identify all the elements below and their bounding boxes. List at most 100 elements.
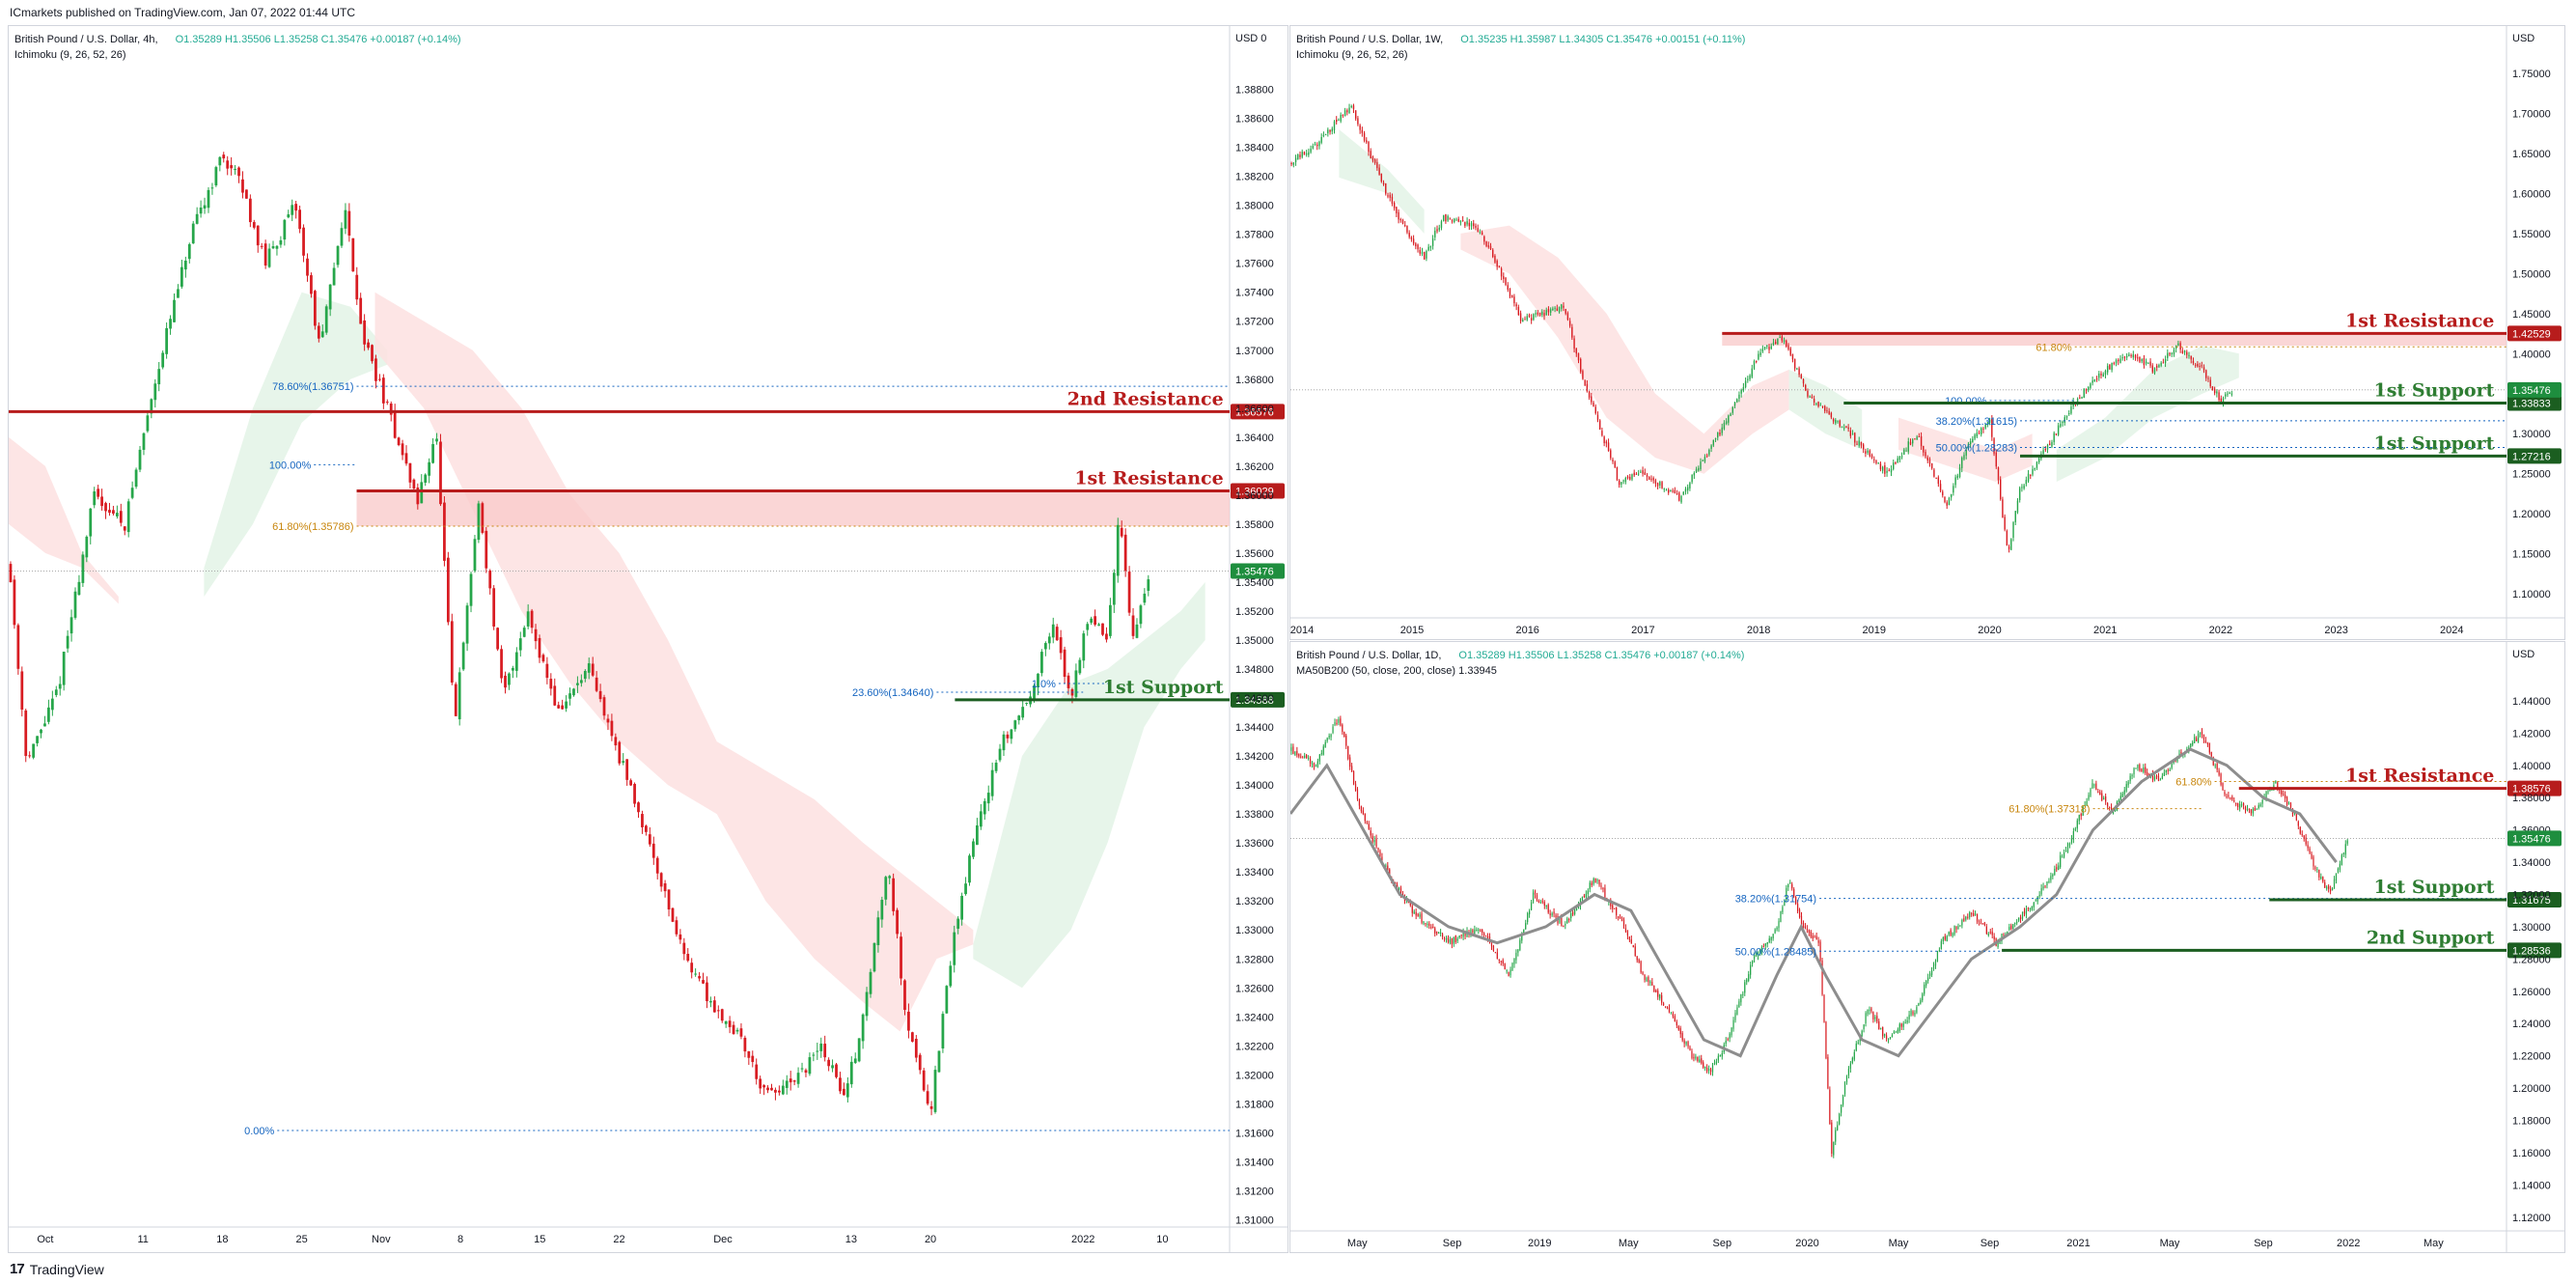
candle-body (770, 1087, 773, 1091)
candle-body (336, 245, 340, 265)
candle-body (1538, 312, 1541, 316)
candle-body (1746, 979, 1748, 983)
candle-body (1738, 394, 1740, 399)
candle-body (1555, 914, 1557, 918)
candle-body (1322, 134, 1325, 136)
candle-body (1573, 338, 1575, 349)
candle-body (1329, 129, 1331, 132)
candle-body (1637, 473, 1640, 475)
y-tick-label: 1.20000 (2512, 1083, 2551, 1095)
candle-body (1575, 348, 1577, 354)
candle-body (2299, 826, 2301, 834)
candle-body (150, 399, 153, 414)
candle-body (2016, 921, 2018, 924)
candle-body (1772, 342, 1775, 345)
candle-body (1436, 932, 1438, 935)
candle-body (675, 920, 679, 935)
candle-body (1442, 215, 1445, 221)
candle-body (138, 449, 142, 470)
candle-body (785, 1080, 789, 1088)
candle-body (355, 274, 359, 300)
candle-body (522, 628, 526, 637)
candle-body (1796, 904, 1799, 911)
candle-body (1135, 624, 1139, 638)
candle-body (2076, 399, 2079, 404)
candle-body (169, 319, 172, 329)
candle-body (1802, 923, 1805, 929)
candle-body (245, 189, 248, 199)
candle-body (294, 204, 298, 211)
candle-body (1768, 938, 1770, 943)
candle-body (1793, 358, 1796, 369)
candle-body (2019, 917, 2022, 920)
fib-label-0: 61.80% (2036, 342, 2072, 353)
candle-body (2209, 379, 2211, 387)
x-tick-label: 2015 (1400, 625, 1424, 636)
candle-body (1419, 914, 1421, 917)
candle-body (2322, 877, 2324, 882)
fib-label-2: 61.80%(1.35786) (272, 521, 353, 533)
candle-body (1357, 118, 1359, 125)
candle-body (1097, 624, 1100, 626)
candle-body (720, 1009, 724, 1021)
candle-body (1991, 931, 1993, 935)
candle-body (1591, 396, 1593, 403)
y-tick-label: 1.31600 (1235, 1128, 1274, 1139)
candle-body (1086, 624, 1090, 630)
candle-body (2337, 868, 2340, 873)
candle-body (1833, 1141, 1835, 1156)
candle-body (2275, 780, 2277, 784)
cloud-segment-4 (2056, 346, 2239, 483)
candle-body (347, 210, 351, 237)
candle-body (1865, 1013, 1867, 1023)
candle-body (1954, 477, 1956, 486)
chart-panel-1w[interactable]: 61.80% 100.00% 38.20%(1.31615) 50.00%(1.282… (1289, 25, 2565, 640)
candle-body (1624, 478, 1627, 483)
candle-body (1515, 304, 1517, 307)
candle-body (2342, 852, 2344, 854)
candle-body (2002, 499, 2004, 518)
candle-body (2025, 907, 2028, 915)
candle-body (1360, 806, 1363, 812)
x-tick-label: 2021 (2093, 625, 2117, 636)
candle-body (1434, 231, 1436, 237)
candle-body (1984, 424, 1986, 429)
candle-body (230, 165, 234, 169)
candle-body (2103, 797, 2105, 800)
candle-body (66, 635, 69, 649)
y-tick-label: 1.33800 (1235, 809, 1274, 821)
candle-body (614, 737, 618, 746)
candle-body (1112, 572, 1116, 605)
candle-body (1519, 313, 1522, 321)
candle-body (1914, 1013, 1916, 1016)
candle-body (165, 327, 168, 354)
publisher-header: ICmarkets published on TradingView.com, … (10, 6, 355, 19)
candle-body (1940, 940, 1942, 949)
candle-body (2169, 352, 2171, 355)
candle-body (1956, 475, 1959, 479)
chart-panel-1d[interactable]: 61.80% 61.80%(1.37318) 38.20%(1.31754) 50.0… (1289, 641, 2565, 1253)
candle-body (1670, 1013, 1673, 1015)
candle-body (2252, 808, 2254, 814)
candle-body (2169, 769, 2171, 771)
candle-body (816, 1050, 819, 1052)
candle-body (1376, 162, 1378, 169)
candle-body (1443, 938, 1446, 940)
candle-body (1583, 895, 1586, 898)
candle-body (2177, 343, 2179, 347)
candle-body (1326, 738, 1328, 741)
candle-body (1302, 757, 1304, 759)
candle-body (161, 352, 165, 368)
y-tick-label: 1.38200 (1235, 172, 1274, 183)
x-tick-label: 2020 (1795, 1238, 1818, 1249)
candle-body (89, 508, 93, 537)
candle-body (1447, 215, 1449, 221)
candle-body (2093, 784, 2095, 786)
candle-body (843, 1088, 845, 1096)
chart-panel-4h[interactable]: 78.60%(1.36751) 100.00% 61.80%(1.35786) 23.… (8, 25, 1288, 1253)
candle-body (1354, 110, 1357, 119)
candle-body (1756, 361, 1758, 363)
candle-body (2029, 907, 2031, 909)
candle-body (248, 198, 252, 223)
x-tick-label: May (2160, 1238, 2180, 1249)
